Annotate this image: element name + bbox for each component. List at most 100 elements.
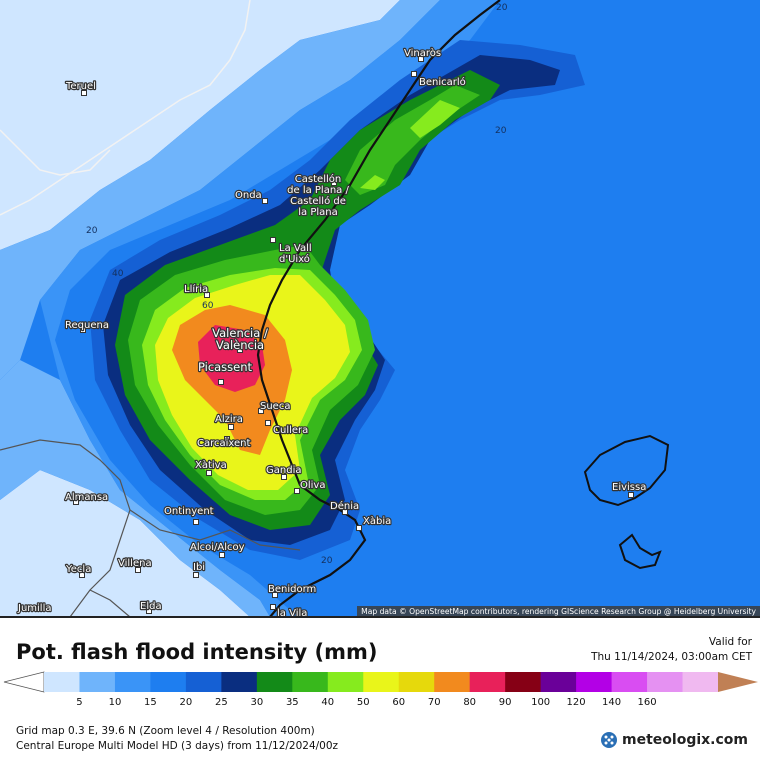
legend-tick-label: 70: [428, 697, 441, 708]
city-marker[interactable]: [204, 292, 210, 298]
page-title: Pot. flash flood intensity (mm): [16, 640, 378, 664]
city-label: Sueca: [260, 401, 290, 412]
legend-tick-label: 80: [463, 697, 476, 708]
city-label: Ibi: [193, 562, 205, 573]
field-80mm: [198, 325, 265, 392]
legend-tick-label: 90: [499, 697, 512, 708]
legend-swatch: [682, 672, 719, 692]
city-marker[interactable]: [31, 605, 37, 611]
city-marker[interactable]: [224, 436, 230, 442]
city-marker[interactable]: [270, 604, 276, 610]
city-marker[interactable]: [270, 237, 276, 243]
legend-tick-label: 5: [76, 697, 82, 708]
city-marker[interactable]: [418, 56, 424, 62]
city-marker[interactable]: [79, 572, 85, 578]
city-label: Dénia: [330, 500, 359, 512]
map-attribution: Map data © OpenStreetMap contributors, r…: [357, 606, 760, 617]
city-marker[interactable]: [219, 552, 225, 558]
region-border: [129, 509, 301, 551]
city-label: Valencia / València: [212, 326, 268, 352]
valid-datetime: Thu 11/14/2024, 03:00am CET: [591, 651, 752, 663]
legend-tick-label: 15: [144, 697, 157, 708]
city-marker[interactable]: [193, 519, 199, 525]
city-marker[interactable]: [258, 408, 264, 414]
legend-tick-label: 25: [215, 697, 228, 708]
legend-swatch: [505, 672, 542, 692]
legend-swatch: [540, 672, 577, 692]
city-label: la Vila: [277, 608, 307, 617]
city-marker[interactable]: [135, 567, 141, 573]
city-marker[interactable]: [628, 492, 634, 498]
field-10mm-south: [0, 360, 270, 617]
coastline: [256, 0, 501, 617]
city-label: Xàbia: [363, 515, 391, 527]
city-label: Xàtiva: [195, 459, 227, 471]
city-label: Elda: [140, 601, 162, 612]
color-legend: 5 10 15 20 25 30 35 40 50 60 70 80 90 100 120 140 160: [3, 671, 758, 708]
legend-tick-label: 100: [531, 697, 550, 708]
city-marker[interactable]: [294, 488, 300, 494]
city-marker[interactable]: [356, 525, 362, 531]
contour-label: 20: [495, 126, 507, 136]
city-marker[interactable]: [262, 198, 268, 204]
legend-tick-label: 50: [357, 697, 370, 708]
city-label: Almansa: [65, 492, 108, 503]
city-marker[interactable]: [218, 379, 224, 385]
legend-tick-label: 140: [602, 697, 621, 708]
city-label: Alcoi/Alcoy: [190, 542, 245, 553]
validity: Valid for Thu 11/14/2024, 03:00am CET: [591, 635, 752, 665]
legend-swatch: [79, 672, 116, 692]
legend-swatch: [363, 672, 400, 692]
city-marker[interactable]: [342, 509, 348, 515]
city-marker[interactable]: [73, 499, 79, 505]
legend-tick-label: 35: [286, 697, 299, 708]
legend-swatch: [434, 672, 471, 692]
legend-tick-label: 10: [109, 697, 122, 708]
city-label: Teruel: [65, 81, 96, 92]
city-marker[interactable]: [206, 470, 212, 476]
contour-label: 20: [86, 226, 98, 236]
city-label: La Vall d'Uixó: [279, 243, 312, 265]
island-formentera: [618, 533, 662, 570]
field-10mm: [0, 0, 440, 380]
city-label: Villena: [118, 558, 152, 569]
city-label: Llíria: [184, 283, 208, 295]
city-marker[interactable]: [272, 592, 278, 598]
city-marker[interactable]: [331, 180, 337, 186]
region-border: [0, 129, 111, 176]
legend-end-low: [3, 671, 45, 693]
contour-label: 20: [496, 3, 508, 13]
brand-name: meteologix.com: [622, 732, 748, 748]
legend-swatch: [647, 672, 684, 692]
field-5mm: [0, 0, 400, 250]
legend-tick-label: 120: [567, 697, 586, 708]
city-marker[interactable]: [228, 424, 234, 430]
city-marker[interactable]: [237, 347, 243, 353]
city-label: Gandia: [266, 465, 301, 476]
brand[interactable]: meteologix.com: [600, 731, 748, 749]
legend-tick-label: 160: [638, 697, 657, 708]
region-border: [0, 0, 251, 216]
legend-swatch: [185, 672, 222, 692]
city-marker[interactable]: [81, 90, 87, 96]
city-marker[interactable]: [146, 608, 152, 614]
legend-swatch: [469, 672, 506, 692]
city-marker[interactable]: [193, 572, 199, 578]
city-marker[interactable]: [265, 420, 271, 426]
city-marker[interactable]: [80, 327, 86, 333]
flood-map[interactable]: 20 20 20 20 40 60 Teruel Vinaròs Benicarló…: [0, 0, 760, 617]
legend-swatch: [150, 672, 187, 692]
city-label: Yecla: [65, 564, 91, 575]
city-label: Eivissa: [612, 482, 646, 493]
footer: Grid map 0.3 E, 39.6 N (Zoom level 4 / R…: [16, 724, 338, 754]
city-label: Ontinyent: [164, 506, 214, 517]
meteologix-logo-icon: [601, 732, 618, 748]
legend-tick-label: 40: [321, 697, 334, 708]
legend-swatch: [292, 672, 329, 692]
city-label: Alzira: [215, 414, 243, 425]
field-5mm-south: [0, 470, 250, 617]
island-eivissa: [583, 434, 670, 507]
city-marker[interactable]: [411, 71, 417, 77]
city-marker[interactable]: [281, 474, 287, 480]
city-label: Requena: [65, 320, 109, 331]
